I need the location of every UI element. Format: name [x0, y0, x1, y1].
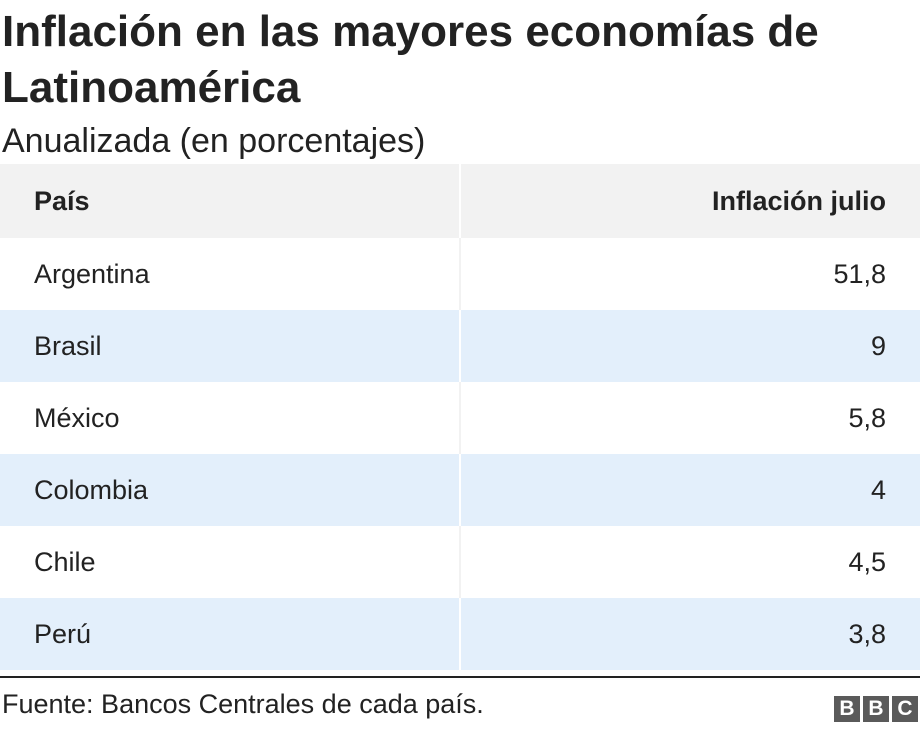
source-note: Fuente: Bancos Centrales de cada país.	[2, 689, 484, 719]
inflation-table: País Inflación julio Argentina 51,8 Bras…	[0, 164, 920, 670]
country-cell: Colombia	[0, 454, 461, 526]
country-cell: Perú	[0, 598, 461, 670]
inflation-cell: 51,8	[460, 238, 920, 310]
country-cell: Chile	[0, 526, 461, 598]
inflation-cell: 5,8	[460, 382, 920, 454]
table-row: México 5,8	[0, 382, 920, 454]
inflation-cell: 3,8	[460, 598, 920, 670]
bbc-logo-letter: B	[863, 696, 889, 722]
bbc-logo-letter: B	[834, 696, 860, 722]
data-table: País Inflación julio Argentina 51,8 Bras…	[0, 164, 920, 670]
inflation-cell: 4,5	[460, 526, 920, 598]
country-cell: Brasil	[0, 310, 461, 382]
column-header-country: País	[0, 164, 461, 238]
inflation-cell: 4	[460, 454, 920, 526]
footer-divider	[0, 676, 920, 678]
bbc-logo-letter: C	[892, 696, 918, 722]
table-row: Perú 3,8	[0, 598, 920, 670]
table-row: Colombia 4	[0, 454, 920, 526]
column-header-inflation: Inflación julio	[460, 164, 920, 238]
country-cell: México	[0, 382, 461, 454]
table-row: Chile 4,5	[0, 526, 920, 598]
chart-title: Inflación en las mayores economías de La…	[2, 7, 819, 112]
table-header-row: País Inflación julio	[0, 164, 920, 238]
bbc-logo: B B C	[834, 696, 918, 722]
country-cell: Argentina	[0, 238, 461, 310]
inflation-cell: 9	[460, 310, 920, 382]
table-row: Brasil 9	[0, 310, 920, 382]
table-row: Argentina 51,8	[0, 238, 920, 310]
chart-subtitle: Anualizada (en porcentajes)	[2, 122, 426, 160]
